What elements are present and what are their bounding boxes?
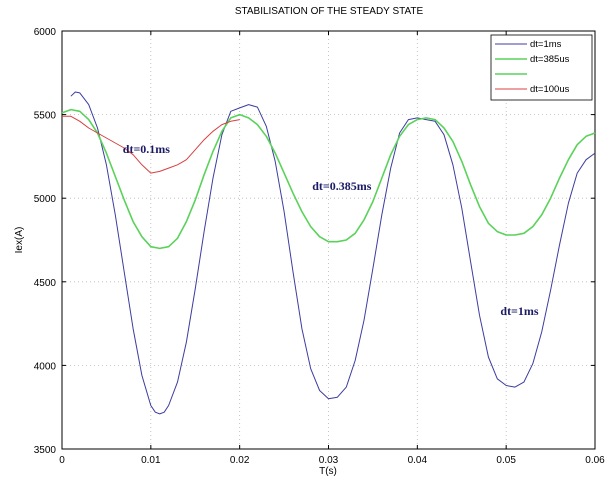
y-tick-label: 3500 xyxy=(34,445,57,456)
y-tick-label: 5500 xyxy=(34,111,57,122)
x-axis-label: T(s) xyxy=(319,466,337,477)
series-line-dt-100us xyxy=(62,115,240,174)
series-line-dt-385us xyxy=(61,108,596,250)
x-tick-label: 0 xyxy=(59,455,65,466)
x-tick-label: 0.04 xyxy=(408,455,428,466)
x-tick-label: 0.03 xyxy=(319,455,339,466)
chart-title: STABILISATION OF THE STEADY STATE xyxy=(235,6,424,17)
legend-label-dt-1ms: dt=1ms xyxy=(530,39,562,50)
y-tick-label: 5000 xyxy=(34,194,57,205)
legend: dt=1ms dt=385us dt=100us xyxy=(490,34,593,101)
y-tick-label: 4500 xyxy=(34,278,57,289)
annotation-label: dt=0.1ms xyxy=(123,142,171,156)
x-tick-label: 0.05 xyxy=(496,455,516,466)
series-layer xyxy=(61,91,596,415)
x-tick-label: 0.01 xyxy=(141,455,161,466)
y-axis-label: Iex(A) xyxy=(14,227,25,254)
annotation-label: dt=1ms xyxy=(500,304,539,318)
annotations: dt=0.1ms dt=0.385ms dt=1ms xyxy=(123,142,539,318)
series-line-dt-1ms xyxy=(70,91,596,415)
y-tick-label: 4000 xyxy=(34,361,57,372)
x-tick-label: 0.06 xyxy=(585,455,605,466)
grid xyxy=(62,31,595,449)
legend-label-dt-385us: dt=385us xyxy=(530,54,570,65)
x-tick-label: 0.02 xyxy=(230,455,250,466)
legend-label-dt-100us: dt=100us xyxy=(530,84,570,95)
annotation-label: dt=0.385ms xyxy=(312,179,372,193)
y-tick-label: 6000 xyxy=(34,27,57,38)
axes-ticks: 0 0.01 0.02 0.03 0.04 0.05 0.06 3500 4000 4500 500… xyxy=(34,27,605,466)
